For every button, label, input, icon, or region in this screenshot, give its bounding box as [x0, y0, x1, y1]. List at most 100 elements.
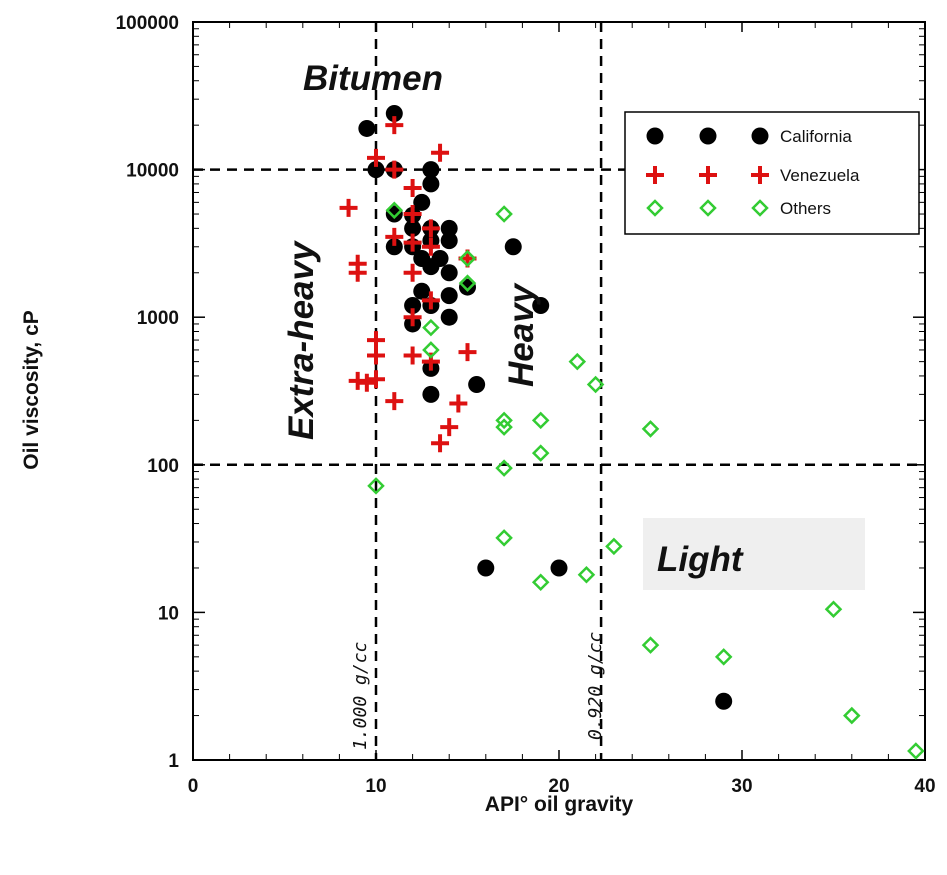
california-point: [385, 205, 403, 223]
axes-layer: 0 10 20 30 40 1 10 100 1000 10000 100000: [116, 13, 936, 797]
legend-marker-others: [751, 199, 769, 217]
california-point: [385, 104, 403, 122]
others-point: [458, 274, 477, 292]
venezuela-point: [367, 370, 385, 389]
x-tick-label: 10: [365, 776, 386, 797]
venezuela-point: [367, 148, 385, 167]
light-label-background: [643, 518, 865, 590]
california-point: [440, 232, 458, 250]
venezuela-point: [403, 308, 422, 327]
others-point: [824, 600, 843, 619]
legend-marker-california: [699, 127, 717, 145]
region-label-bitumen: Bitumen: [303, 59, 443, 98]
venezuela-point: [385, 116, 404, 135]
others-point: [385, 201, 404, 220]
others-point: [586, 375, 605, 394]
others-point: [714, 648, 733, 666]
legend-marker-venezuela: [699, 166, 717, 184]
california-point: [715, 692, 733, 710]
density-label-0920: 0.920 g/cc: [585, 632, 606, 740]
california-point: [367, 161, 385, 179]
venezuela-point: [403, 233, 422, 252]
legend: California Venezuela Others: [624, 111, 920, 235]
venezuela-point: [421, 219, 440, 238]
california-point: [404, 297, 422, 315]
legend-box: [624, 111, 920, 235]
y-tick-label: 1: [168, 751, 179, 772]
venezuela-point: [339, 198, 358, 217]
others-point: [422, 341, 440, 359]
others-point: [495, 205, 513, 223]
california-point: [422, 175, 440, 193]
y-tick-label: 100: [147, 456, 179, 477]
california-point: [422, 161, 440, 179]
legend-marker-others: [646, 199, 664, 217]
legend-marker-california: [646, 127, 664, 145]
others-point: [495, 529, 513, 547]
y-tick-label: 100000: [116, 13, 179, 34]
y-tick-label: 10: [158, 603, 179, 624]
others-point: [531, 411, 550, 430]
others-point: [843, 706, 861, 725]
others-point: [531, 573, 550, 592]
venezuela-point: [431, 434, 450, 453]
california-point: [358, 119, 376, 137]
california-point: [532, 297, 550, 315]
venezuela-point: [421, 237, 440, 256]
venezuela-point: [357, 373, 376, 392]
legend-marker-venezuela: [751, 166, 769, 184]
others-point: [495, 411, 513, 430]
california-point: [422, 385, 440, 403]
california-point: [413, 282, 431, 300]
california-point: [413, 193, 431, 211]
venezuela-point: [403, 346, 422, 365]
california-point: [440, 264, 458, 282]
venezuela-point: [403, 205, 422, 224]
region-label-extra-heavy: Extra-heavy: [282, 240, 321, 440]
others-point: [641, 420, 660, 438]
venezuela-point: [367, 346, 385, 365]
legend-marker-others: [699, 199, 717, 217]
density-label-1000: 1.000 g/cc: [350, 642, 371, 750]
venezuela-point: [440, 418, 459, 437]
others-point: [495, 418, 513, 436]
venezuela-point: [449, 394, 468, 413]
legend-marker-venezuela: [646, 166, 664, 184]
reference-lines-layer: [193, 22, 925, 760]
others-point: [641, 636, 660, 654]
legend-marker-california: [751, 127, 769, 145]
california-point: [404, 219, 422, 237]
california-point: [477, 559, 495, 577]
others-point: [458, 249, 477, 268]
legend-label-others: Others: [780, 199, 831, 218]
california-point: [385, 238, 403, 256]
legend-label-venezuela: Venezuela: [780, 166, 860, 185]
x-axis-title: API° oil gravity: [485, 793, 634, 816]
x-tick-label: 20: [548, 776, 569, 797]
legend-markers: [646, 127, 769, 217]
venezuela-point: [431, 143, 450, 162]
others-point: [605, 537, 623, 556]
x-tick-label: 30: [731, 776, 752, 797]
venezuela-point: [403, 179, 422, 198]
california-point: [422, 258, 440, 276]
data-points-layer: [339, 104, 925, 760]
y-tick-label: 10000: [126, 161, 179, 182]
others-point: [367, 477, 385, 495]
y-axis-title: Oil viscosity, cP: [20, 310, 43, 470]
venezuela-point: [367, 331, 385, 350]
california-point: [468, 375, 486, 393]
california-point: [440, 308, 458, 326]
venezuela-point: [385, 227, 404, 246]
venezuela-point: [458, 343, 477, 362]
venezuela-point: [421, 291, 440, 310]
x-tick-label: 40: [914, 776, 935, 797]
venezuela-point: [385, 160, 404, 179]
legend-label-california: California: [780, 127, 852, 146]
others-point: [907, 742, 925, 760]
california-point: [440, 287, 458, 305]
region-label-heavy: Heavy: [502, 282, 541, 387]
y-tick-label: 1000: [137, 308, 179, 329]
california-point: [440, 219, 458, 237]
